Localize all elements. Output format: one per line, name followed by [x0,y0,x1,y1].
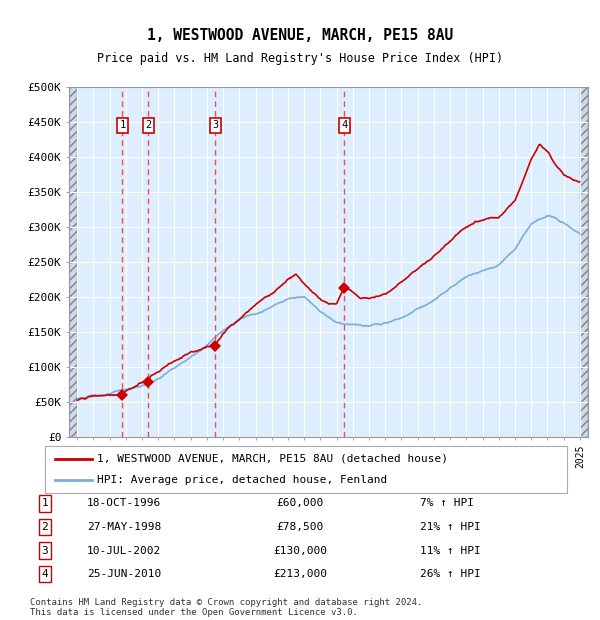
Text: 3: 3 [212,120,218,130]
Text: 1, WESTWOOD AVENUE, MARCH, PE15 8AU: 1, WESTWOOD AVENUE, MARCH, PE15 8AU [147,29,453,43]
Text: 2: 2 [145,120,152,130]
Text: 1: 1 [41,498,49,508]
Text: 1, WESTWOOD AVENUE, MARCH, PE15 8AU (detached house): 1, WESTWOOD AVENUE, MARCH, PE15 8AU (det… [97,453,448,464]
Text: 25-JUN-2010: 25-JUN-2010 [87,569,161,579]
Text: 4: 4 [341,120,347,130]
Text: Contains HM Land Registry data © Crown copyright and database right 2024.: Contains HM Land Registry data © Crown c… [30,598,422,607]
Text: 11% ↑ HPI: 11% ↑ HPI [420,546,481,556]
Text: £60,000: £60,000 [277,498,323,508]
Text: Price paid vs. HM Land Registry's House Price Index (HPI): Price paid vs. HM Land Registry's House … [97,52,503,64]
Text: 7% ↑ HPI: 7% ↑ HPI [420,498,474,508]
Text: £130,000: £130,000 [273,546,327,556]
Text: 3: 3 [41,546,49,556]
Text: 4: 4 [41,569,49,579]
Text: HPI: Average price, detached house, Fenland: HPI: Average price, detached house, Fenl… [97,475,388,485]
FancyBboxPatch shape [45,446,567,493]
Text: This data is licensed under the Open Government Licence v3.0.: This data is licensed under the Open Gov… [30,608,358,617]
Text: 26% ↑ HPI: 26% ↑ HPI [420,569,481,579]
Text: £78,500: £78,500 [277,522,323,532]
Text: 27-MAY-1998: 27-MAY-1998 [87,522,161,532]
Text: £213,000: £213,000 [273,569,327,579]
Bar [580,87,588,437]
Bar [69,87,77,437]
Text: 10-JUL-2002: 10-JUL-2002 [87,546,161,556]
Text: 2: 2 [41,522,49,532]
Text: 1: 1 [119,120,125,130]
Text: 21% ↑ HPI: 21% ↑ HPI [420,522,481,532]
Text: 18-OCT-1996: 18-OCT-1996 [87,498,161,508]
